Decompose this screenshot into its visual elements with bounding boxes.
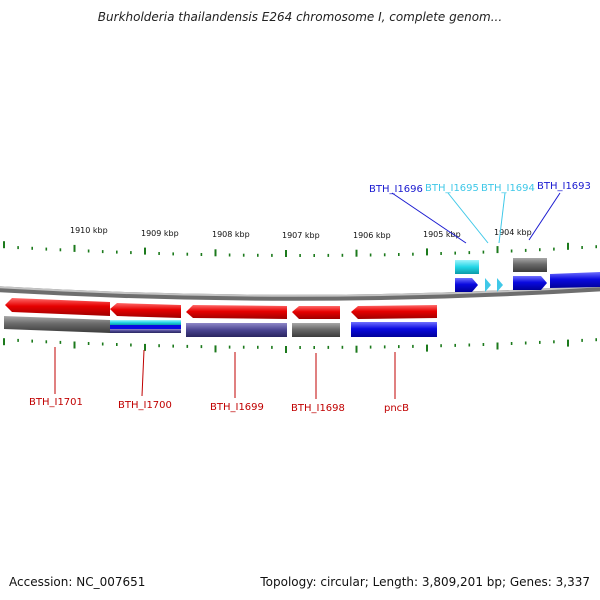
scale-labels: 1910 kbp 1909 kbp 1908 kbp 1907 kbp 1906… bbox=[70, 226, 532, 240]
scale-label: 1904 kbp bbox=[494, 228, 532, 237]
scale-label: 1905 kbp bbox=[423, 230, 461, 239]
gene-feature[interactable] bbox=[351, 322, 437, 337]
gene-feature[interactable] bbox=[110, 320, 181, 325]
top-gene-labels: BTH_I1696 BTH_I1695 BTH_I1694 BTH_I1693 bbox=[369, 181, 591, 195]
scale-ticks-bottom bbox=[3, 338, 598, 353]
forward-strand-features bbox=[455, 258, 600, 292]
gene-arrow-BTH_I1693[interactable] bbox=[513, 276, 547, 290]
gene-feature[interactable] bbox=[513, 258, 547, 272]
scale-label: 1908 kbp bbox=[212, 230, 250, 239]
scale-ticks-top bbox=[3, 241, 598, 257]
gene-feature[interactable] bbox=[186, 323, 287, 337]
gene-label-BTH_I1695[interactable]: BTH_I1695 bbox=[425, 183, 479, 194]
gene-arrow-BTH_I1700[interactable] bbox=[110, 303, 181, 318]
gene-arrow-BTH_I1701[interactable] bbox=[5, 298, 110, 316]
scale-label: 1906 kbp bbox=[353, 231, 391, 240]
genome-summary-text: Topology: circular; Length: 3,809,201 bp… bbox=[260, 575, 590, 589]
accession-text: Accession: NC_007651 bbox=[9, 575, 146, 589]
gene-arrow-pncB[interactable] bbox=[351, 305, 437, 319]
scale-label: 1909 kbp bbox=[141, 229, 179, 238]
top-label-leaders bbox=[391, 192, 561, 244]
gene-feature[interactable] bbox=[110, 329, 181, 333]
gene-arrow-BTH_I1696[interactable] bbox=[455, 278, 478, 292]
gene-label-BTH_I1699[interactable]: BTH_I1699 bbox=[210, 402, 264, 413]
gene-feature[interactable] bbox=[455, 260, 479, 274]
gene-feature[interactable] bbox=[292, 323, 340, 337]
chromosome-backbone bbox=[0, 285, 600, 301]
gene-label-BTH_I1698[interactable]: BTH_I1698 bbox=[291, 403, 345, 414]
gene-arrow-BTH_I1694[interactable] bbox=[497, 278, 503, 292]
gene-arrow-BTH_I1699[interactable] bbox=[186, 305, 287, 319]
gene-arrow-BTH_I1698[interactable] bbox=[292, 306, 340, 319]
reverse-strand-features bbox=[4, 298, 437, 337]
gene-label-BTH_I1700[interactable]: BTH_I1700 bbox=[118, 400, 172, 411]
bottom-gene-labels: BTH_I1701 BTH_I1700 BTH_I1699 BTH_I1698 … bbox=[29, 397, 409, 414]
gene-arrow-BTH_I1695[interactable] bbox=[485, 278, 491, 292]
gene-label-BTH_I1696[interactable]: BTH_I1696 bbox=[369, 184, 423, 195]
gene-label-BTH_I1693[interactable]: BTH_I1693 bbox=[537, 181, 591, 192]
scale-label: 1907 kbp bbox=[282, 231, 320, 240]
gene-feature[interactable] bbox=[110, 325, 181, 329]
scale-label: 1910 kbp bbox=[70, 226, 108, 235]
gene-arrow[interactable] bbox=[550, 272, 600, 288]
gene-feature[interactable] bbox=[4, 316, 110, 333]
gene-label-BTH_I1701[interactable]: BTH_I1701 bbox=[29, 397, 83, 408]
bottom-label-leaders bbox=[54, 347, 396, 399]
gene-label-pncB[interactable]: pncB bbox=[384, 403, 409, 414]
gene-label-BTH_I1694[interactable]: BTH_I1694 bbox=[481, 183, 535, 194]
genome-title: Burkholderia thailandensis E264 chromoso… bbox=[97, 10, 503, 24]
